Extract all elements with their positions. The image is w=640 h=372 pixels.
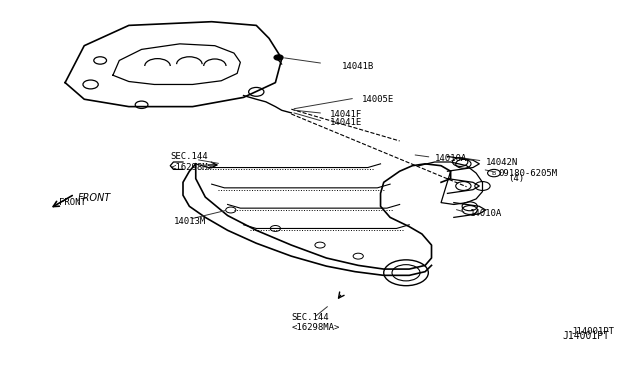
Text: 14005E: 14005E (362, 95, 394, 104)
Text: 14010A: 14010A (470, 209, 502, 218)
Text: FRONT: FRONT (59, 198, 86, 207)
Text: (4): (4) (508, 174, 524, 183)
Text: 14013M: 14013M (173, 217, 205, 225)
Text: B: B (492, 171, 496, 176)
Text: 14010A: 14010A (435, 154, 467, 163)
Text: 14041F: 14041F (330, 109, 362, 119)
Text: J14001PT: J14001PT (562, 331, 609, 340)
Text: J14001PT: J14001PT (572, 327, 614, 336)
Text: 14041B: 14041B (342, 61, 374, 71)
Text: SEC.144
<16298MA>: SEC.144 <16298MA> (291, 313, 340, 332)
Text: 14042N: 14042N (486, 157, 518, 167)
Text: FRONT: FRONT (78, 193, 111, 203)
Text: SEC.144
<16298M>: SEC.144 <16298M> (170, 152, 213, 172)
Circle shape (274, 55, 283, 60)
Text: 09180-6205M: 09180-6205M (499, 169, 557, 177)
Text: 14041E: 14041E (330, 118, 362, 127)
